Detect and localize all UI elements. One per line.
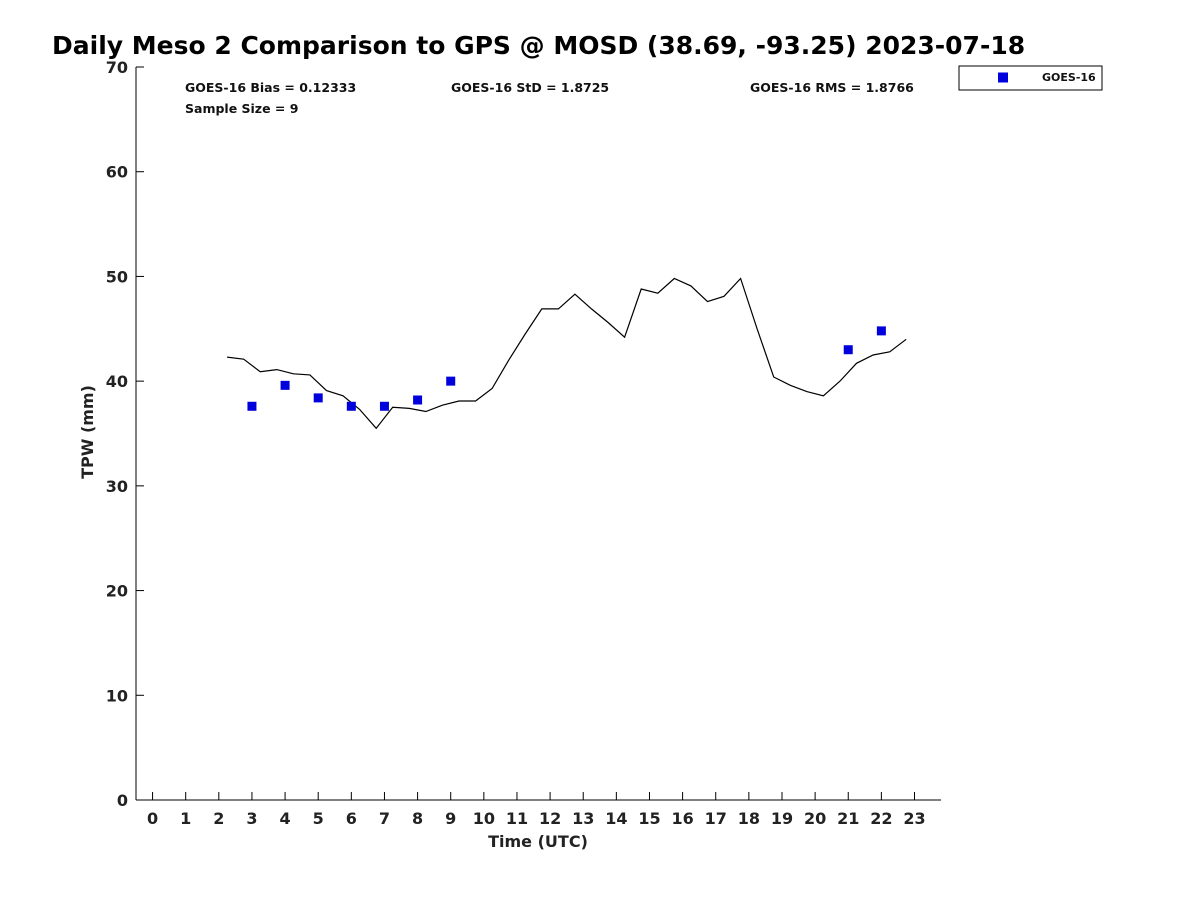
chart-title: Daily Meso 2 Comparison to GPS @ MOSD (3… xyxy=(52,31,1025,60)
y-tick-label: 30 xyxy=(106,477,128,496)
goes16-point xyxy=(379,401,389,411)
x-tick-label: 0 xyxy=(147,809,158,828)
x-tick-label: 21 xyxy=(837,809,859,828)
goes16-point xyxy=(446,376,456,386)
x-tick-label: 2 xyxy=(213,809,224,828)
x-tick-label: 23 xyxy=(903,809,925,828)
x-tick-label: 18 xyxy=(738,809,760,828)
y-tick-label: 40 xyxy=(106,372,128,391)
plot-marks xyxy=(227,277,907,430)
x-tick-label: 19 xyxy=(771,809,793,828)
goes16-point xyxy=(843,345,853,355)
x-tick-label: 3 xyxy=(246,809,257,828)
x-tick-label: 17 xyxy=(705,809,727,828)
stat-rms: GOES-16 RMS = 1.8766 xyxy=(750,80,914,95)
goes16-point xyxy=(280,380,290,390)
x-tick-label: 14 xyxy=(605,809,627,828)
x-tick-label: 11 xyxy=(506,809,528,828)
x-tick-label: 12 xyxy=(539,809,561,828)
y-tick-label: 20 xyxy=(106,582,128,601)
y-tick-label: 10 xyxy=(106,686,128,705)
x-tick-label: 1 xyxy=(180,809,191,828)
goes16-point xyxy=(346,401,356,411)
x-axis-label: Time (UTC) xyxy=(488,832,588,851)
x-tick-label: 10 xyxy=(473,809,495,828)
legend-marker-goes16 xyxy=(998,72,1008,83)
goes16-point xyxy=(413,395,423,405)
x-tick-label: 4 xyxy=(280,809,291,828)
y-tick-label: 70 xyxy=(106,58,128,77)
goes16-point xyxy=(313,393,323,403)
y-tick-label: 50 xyxy=(106,267,128,286)
goes16-point xyxy=(876,326,886,336)
x-tick-label: 8 xyxy=(412,809,423,828)
x-tick-label: 6 xyxy=(346,809,357,828)
x-tick-label: 15 xyxy=(638,809,660,828)
gps-tpw-line xyxy=(227,277,907,430)
x-tick-label: 13 xyxy=(572,809,594,828)
x-tick-label: 9 xyxy=(445,809,456,828)
x-tick-label: 22 xyxy=(870,809,892,828)
y-axis-label: TPW (mm) xyxy=(78,385,97,479)
y-tick-label: 0 xyxy=(117,791,128,810)
x-tick-label: 20 xyxy=(804,809,826,828)
stat-std: GOES-16 StD = 1.8725 xyxy=(451,80,609,95)
legend-box xyxy=(958,65,1103,91)
goes16-point xyxy=(247,401,257,411)
legend-label-goes16: GOES-16 xyxy=(1042,71,1096,84)
x-tick-label: 7 xyxy=(379,809,390,828)
y-tick-label: 60 xyxy=(106,163,128,182)
stat-sample-size: Sample Size = 9 xyxy=(185,101,298,116)
x-tick-label: 16 xyxy=(671,809,693,828)
stat-bias: GOES-16 Bias = 0.12333 xyxy=(185,80,356,95)
x-tick-label: 5 xyxy=(313,809,324,828)
